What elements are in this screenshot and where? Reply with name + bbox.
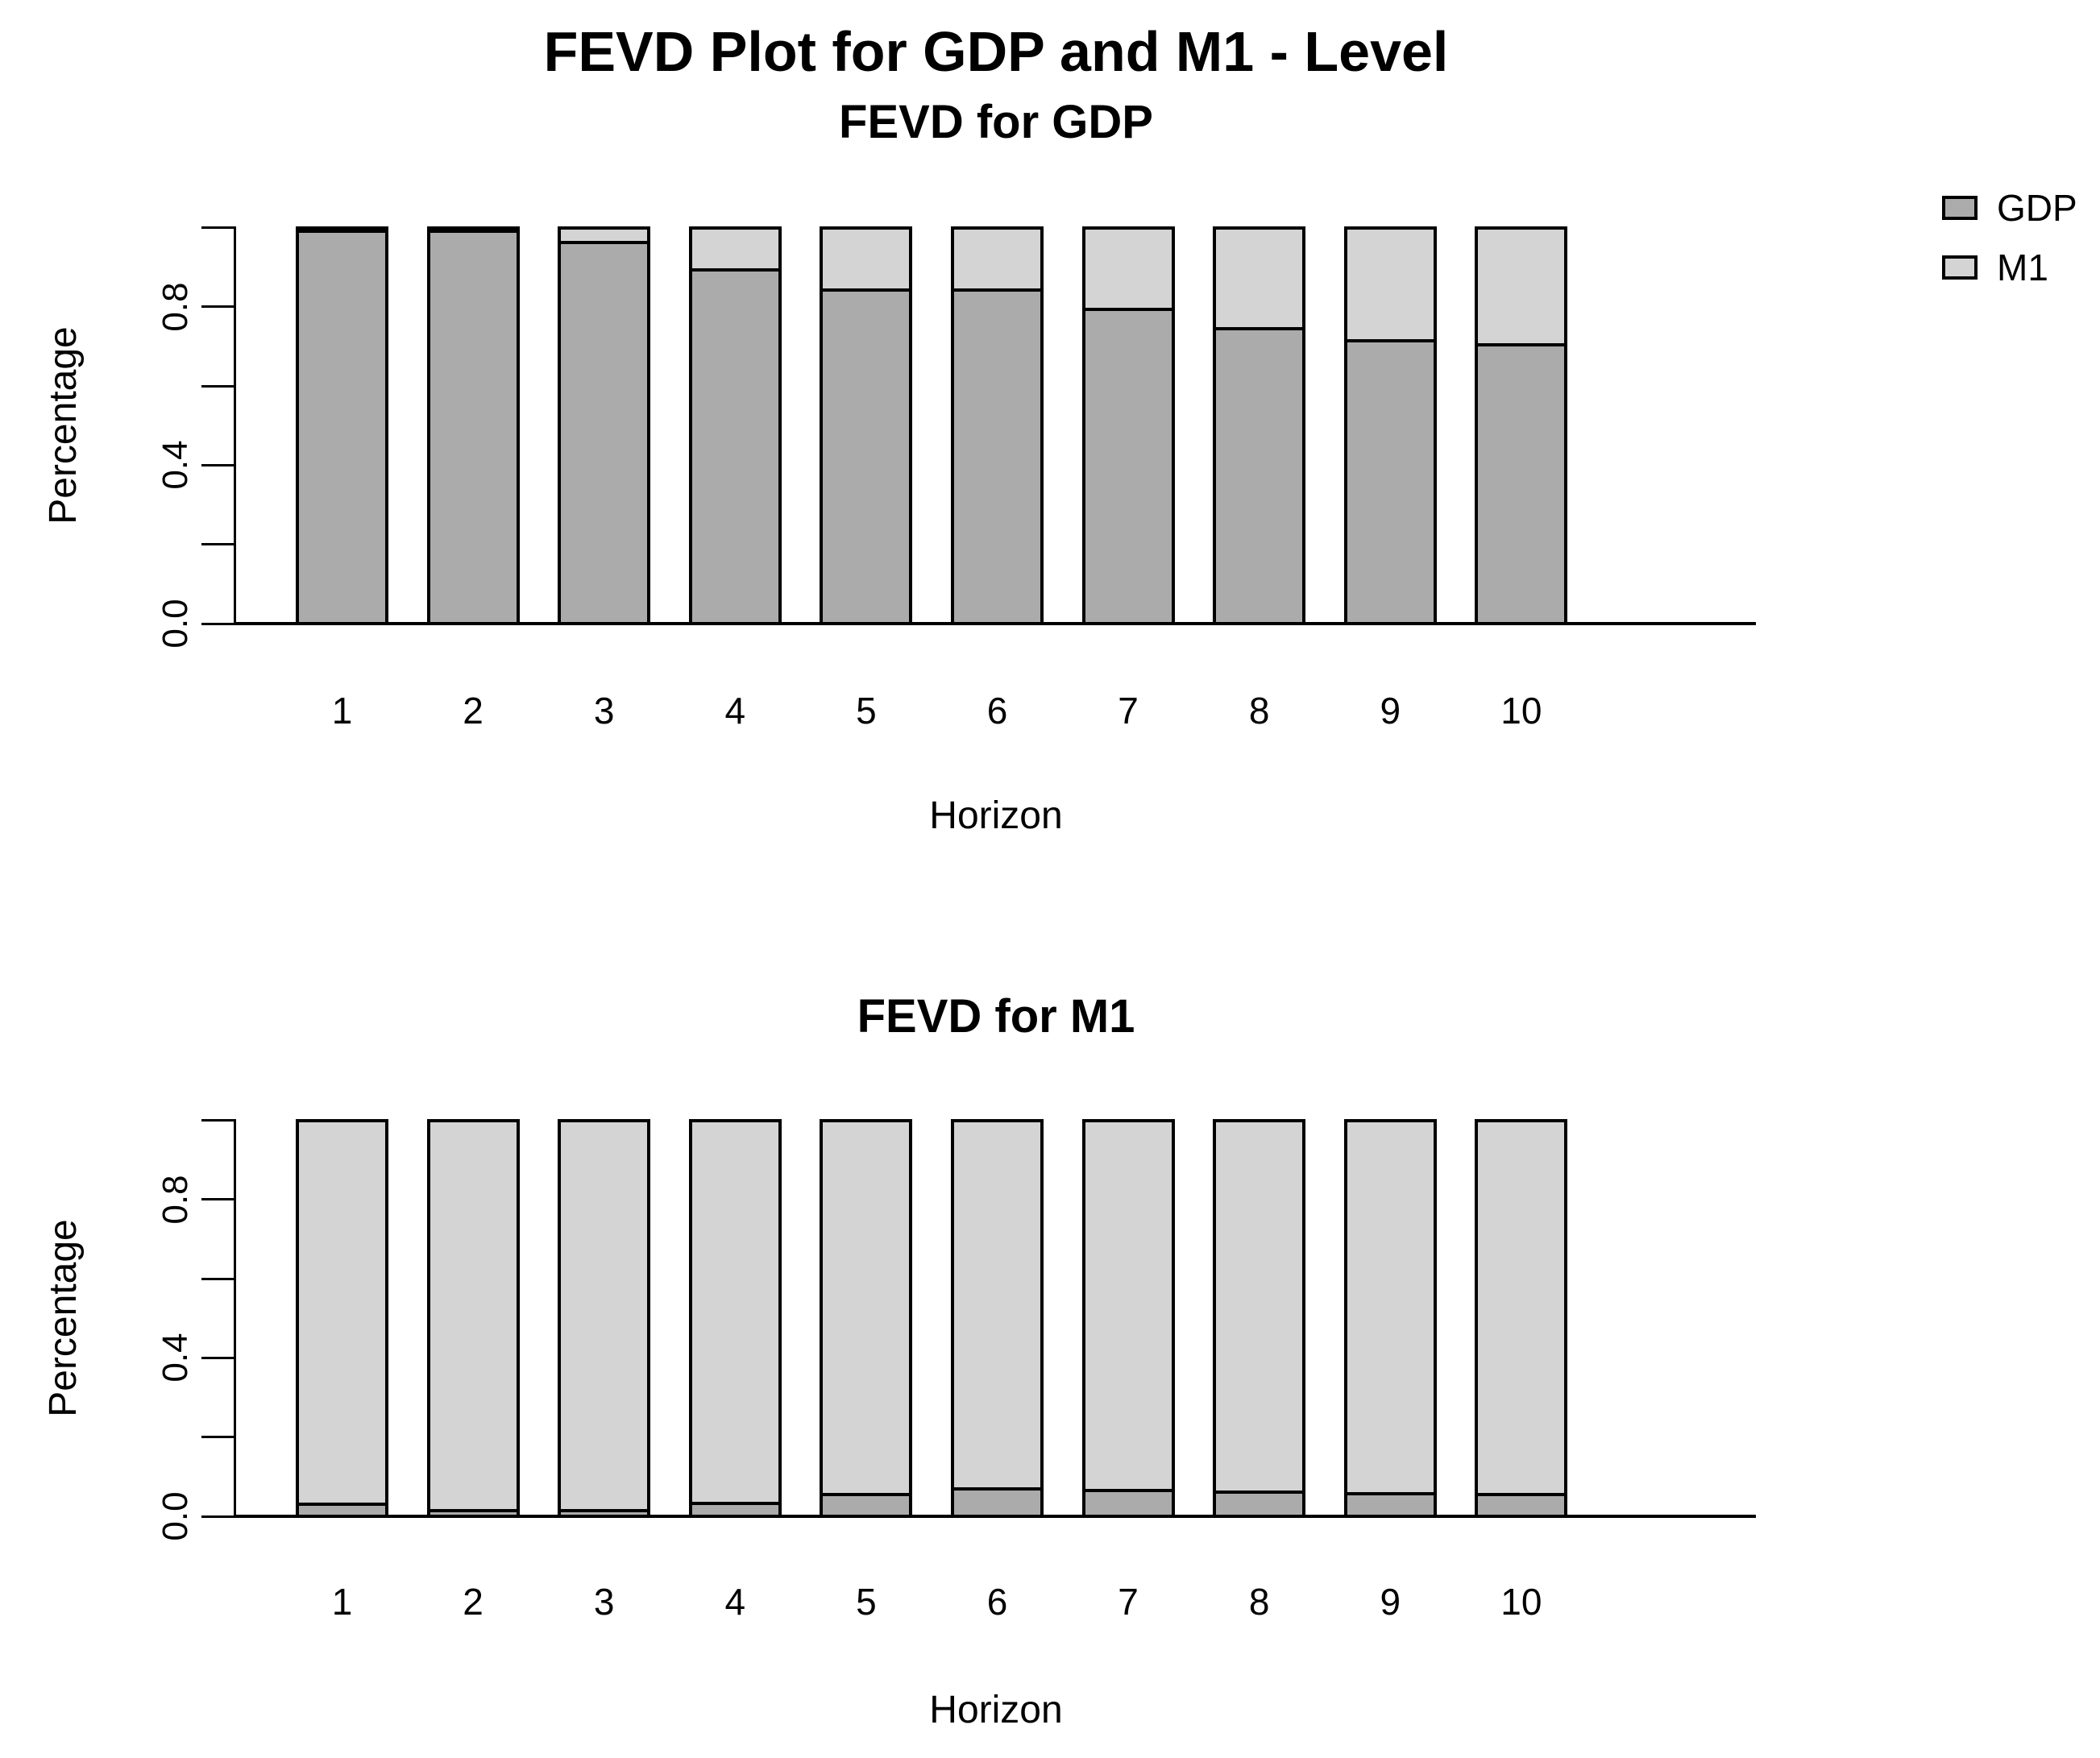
y-tick-label: 0.8: [156, 1175, 195, 1225]
y-axis: [234, 226, 236, 625]
bar-segment-gdp: [561, 1509, 648, 1515]
x-tick-label: 1: [331, 1581, 353, 1623]
x-tick-label: 5: [856, 1581, 877, 1623]
y-tick-label: 0.4: [156, 1333, 195, 1383]
bar: [1343, 1118, 1437, 1518]
x-axis-title: Horizon: [929, 794, 1063, 837]
bar-segment-gdp: [299, 1503, 385, 1515]
x-tick-label: 1: [331, 690, 353, 732]
x-tick-label: 5: [856, 690, 877, 732]
x-tick-label: 10: [1500, 1581, 1542, 1623]
chart2-title: FEVD for M1: [857, 990, 1135, 1043]
legend-label-m1: M1: [1997, 247, 2048, 288]
y-tick: [201, 1356, 234, 1359]
bar: [688, 226, 782, 625]
x-tick-label: 3: [593, 690, 615, 732]
y-tick-label: 0.4: [156, 440, 195, 490]
y-axis-title: Percentage: [41, 1219, 85, 1418]
x-tick-label: 3: [593, 1581, 615, 1623]
bar-segment-gdp: [1216, 1491, 1303, 1515]
y-tick: [201, 1436, 234, 1439]
x-tick-label: 8: [1248, 690, 1270, 732]
bar-segment-gdp: [1478, 1493, 1565, 1515]
x-tick-label: 4: [724, 690, 746, 732]
legend-label-gdp: GDP: [1997, 187, 2077, 229]
y-tick: [201, 543, 234, 546]
x-tick-label: 9: [1380, 690, 1401, 732]
bar-segment-gdp: [430, 1509, 517, 1515]
x-tick-label: 6: [986, 690, 1008, 732]
bar-segment-gdp: [430, 229, 517, 622]
bar: [558, 226, 651, 625]
y-tick: [201, 1198, 234, 1201]
y-tick-label: 0.8: [156, 282, 195, 332]
x-tick-label: 7: [1118, 1581, 1139, 1623]
bar: [1213, 1118, 1306, 1518]
x-tick-label: 8: [1248, 1581, 1270, 1623]
bar-segment-gdp: [1478, 343, 1565, 622]
x-tick-label: 2: [463, 690, 483, 732]
bar: [296, 226, 388, 625]
bar: [951, 226, 1044, 625]
bar-segment-gdp: [954, 288, 1040, 622]
y-axis: [234, 1118, 236, 1518]
bar: [1081, 226, 1175, 625]
bar-segment-gdp: [691, 268, 778, 622]
x-tick-label: 2: [463, 1581, 483, 1623]
y-tick: [201, 226, 234, 229]
y-tick: [201, 1119, 234, 1122]
chart1-title: FEVD for GDP: [839, 96, 1153, 148]
bar: [1213, 226, 1306, 625]
bar-segment-gdp: [1216, 327, 1303, 622]
x-tick-label: 6: [986, 1581, 1008, 1623]
x-tick-label: 4: [724, 1581, 746, 1623]
y-axis-title: Percentage: [41, 326, 85, 525]
bar-segment-gdp: [561, 241, 648, 622]
x-tick-label: 10: [1500, 690, 1542, 732]
bar: [558, 1118, 651, 1518]
y-tick: [201, 384, 234, 388]
bar: [1343, 226, 1437, 625]
y-tick: [201, 1277, 234, 1280]
m1-swatch-icon: [1942, 255, 1978, 280]
bar: [688, 1118, 782, 1518]
y-tick: [201, 1515, 234, 1518]
legend: GDP M1: [1942, 187, 2077, 288]
bar: [1475, 226, 1568, 625]
y-tick: [201, 305, 234, 309]
bar: [820, 226, 913, 625]
y-tick: [201, 463, 234, 466]
bar: [1081, 1118, 1175, 1518]
legend-item-gdp: GDP: [1942, 187, 2077, 229]
bar: [426, 1118, 520, 1518]
bar-segment-gdp: [1085, 1489, 1172, 1515]
bar: [951, 1118, 1044, 1518]
bar-segment-gdp: [1085, 308, 1172, 622]
bar: [820, 1118, 913, 1518]
y-tick-label: 0.0: [156, 1491, 195, 1541]
x-axis-title: Horizon: [929, 1688, 1063, 1731]
x-tick-label: 9: [1380, 1581, 1401, 1623]
bar-segment-gdp: [299, 229, 385, 622]
bar-segment-gdp: [823, 288, 910, 622]
bar: [296, 1118, 388, 1518]
bar-segment-gdp: [1347, 1492, 1434, 1515]
bar: [1475, 1118, 1568, 1518]
bar: [426, 226, 520, 625]
legend-item-m1: M1: [1942, 247, 2077, 288]
y-tick: [201, 622, 234, 625]
gdp-swatch-icon: [1942, 196, 1978, 220]
figure-title: FEVD Plot for GDP and M1 - Level: [543, 20, 1449, 83]
y-tick-label: 0.0: [156, 599, 195, 649]
bar-segment-gdp: [954, 1487, 1040, 1515]
x-tick-label: 7: [1118, 690, 1139, 732]
bar-segment-gdp: [1347, 339, 1434, 622]
bar-segment-gdp: [691, 1502, 778, 1515]
bar-segment-gdp: [823, 1493, 910, 1515]
